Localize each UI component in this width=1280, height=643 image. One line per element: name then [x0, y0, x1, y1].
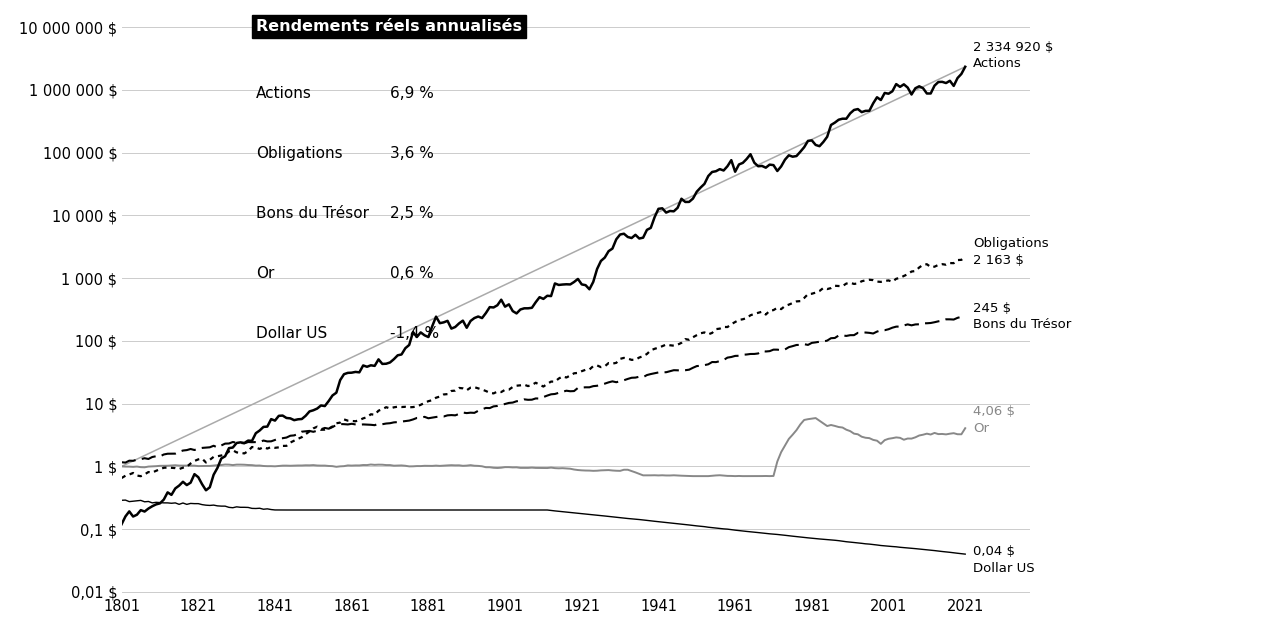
Text: 2 334 920 $
Actions: 2 334 920 $ Actions [973, 41, 1053, 71]
Text: 0,6 %: 0,6 % [389, 266, 434, 281]
Text: 245 $
Bons du Trésor: 245 $ Bons du Trésor [973, 302, 1071, 331]
Text: 0,04 $
Dollar US: 0,04 $ Dollar US [973, 545, 1034, 575]
Text: Obligations: Obligations [256, 146, 343, 161]
Text: Actions: Actions [256, 86, 312, 100]
Text: 6,9 %: 6,9 % [389, 86, 434, 100]
Text: Dollar US: Dollar US [256, 326, 328, 341]
Text: -1,4 %: -1,4 % [389, 326, 439, 341]
Text: 3,6 %: 3,6 % [389, 146, 434, 161]
Text: 2,5 %: 2,5 % [389, 206, 434, 221]
Text: Bons du Trésor: Bons du Trésor [256, 206, 369, 221]
Text: Or: Or [256, 266, 274, 281]
Text: Rendements réels annualisés: Rendements réels annualisés [256, 19, 522, 34]
Text: Obligations
2 163 $: Obligations 2 163 $ [973, 237, 1048, 267]
Text: 4,06 $
Or: 4,06 $ Or [973, 405, 1015, 435]
